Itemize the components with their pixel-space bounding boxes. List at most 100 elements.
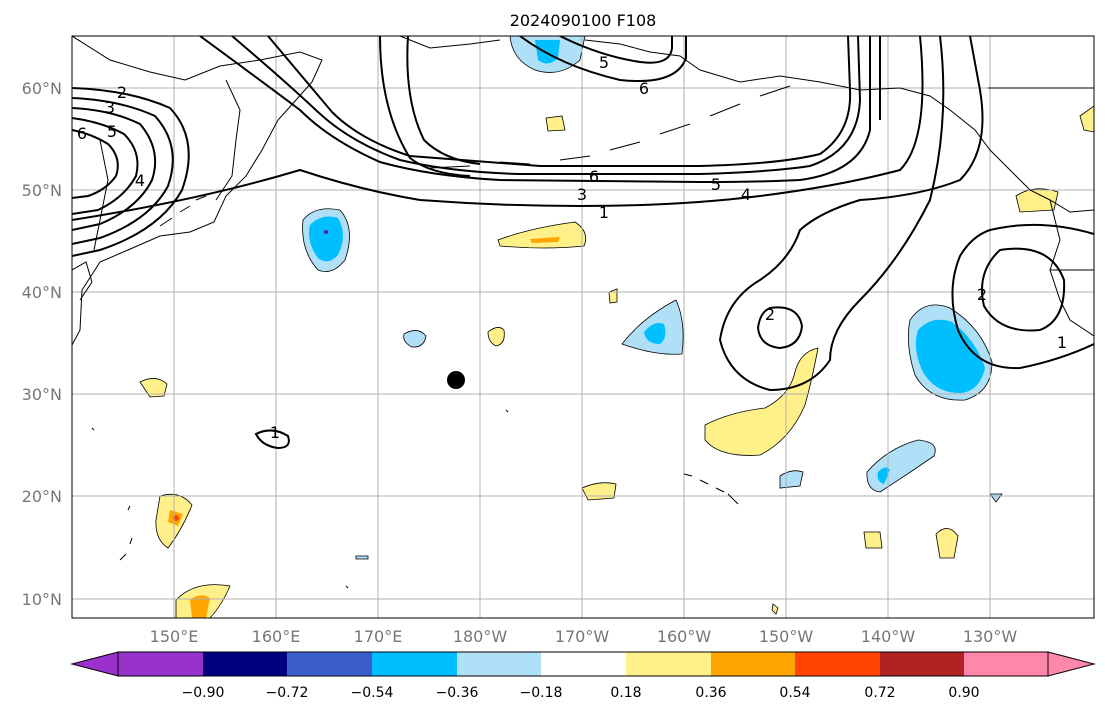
lat-label-50n: 50°N [22,181,62,200]
contour-label: 6 [77,124,87,143]
contour-west-2 [231,36,862,175]
gridlines [72,36,1094,618]
contour-gulf [72,36,924,221]
colorbar-seg-8 [711,652,795,676]
lon-label-170w: 170°W [555,627,610,646]
contour-asia-5 [72,129,119,199]
colorbar-extend-low [70,651,119,677]
contour-asia-4 [72,117,139,215]
colorbar-label: −0.72 [266,685,309,701]
contour-asia-3 [72,107,156,231]
colorbar-seg-3 [287,652,372,676]
contour-small-1 [254,429,290,450]
pos-core-7 [190,595,210,618]
neg-core-162w [644,323,666,344]
pos-area-12 [1079,105,1094,133]
pos-band-150w [704,347,819,456]
contour-label: 1 [1057,333,1067,352]
neg-area-small-4 [355,555,369,560]
colorbar-seg-4 [372,652,457,676]
contour-label: 4 [741,185,751,204]
lat-label-40n: 40°N [22,283,62,302]
contour-west-3 [267,36,852,167]
contour-asia-1 [72,87,190,257]
pos-area-10 [771,603,779,615]
contour-label: 3 [577,185,587,204]
lon-label-130w: 130°W [963,627,1018,646]
colorbar-seg-6 [541,652,626,676]
pos-area-9 [935,528,959,559]
contour-labels: 2 3 5 6 4 5 6 6 5 4 3 1 2 2 1 1 [77,53,1067,442]
colorbar: −0.90 −0.72 −0.54 −0.36 −0.18 0.18 0.36 … [70,651,1096,701]
colorbar-seg-9 [795,652,880,676]
coast-islands [91,409,509,589]
colorbar-seg-1 [118,652,203,676]
coast-sakhalin [93,139,109,251]
lon-labels: 150°E 160°E 170°E 180°W 170°W 160°W 150°… [150,627,1018,646]
coast-na-box [988,87,1094,271]
pos-band-175w [497,221,587,249]
coast-asia [72,36,323,346]
contour-aleutian-low [379,36,481,177]
lat-label-20n: 20°N [22,487,62,506]
coast-kurils [159,195,207,227]
lat-labels: 60°N 50°N 40°N 30°N 20°N 10°N [22,79,62,609]
colorbar-seg-5 [457,652,541,676]
contour-label: 1 [599,203,609,222]
pos-area-3 [487,327,505,347]
figure-title: 2024090100 F108 [510,11,657,30]
pos-area-11 [1015,188,1059,213]
storm-position-marker [447,371,465,389]
coast-alaska-north [399,36,501,49]
contour-aleutian-inner [519,36,687,82]
colorbar-label: 0.72 [864,685,895,701]
coast-kamchatka [215,79,241,201]
neg-core-165e [309,216,343,262]
map-frame [71,35,1095,619]
contour-label: 2 [977,285,987,304]
colorbar-label: −0.54 [351,685,394,701]
colorbar-border [117,651,1049,677]
colorbar-label: 0.90 [948,685,979,701]
neg-core-143w [877,467,890,484]
neg-dot-165e [324,230,328,234]
coast-alaska [584,39,1094,213]
lon-label-150w: 150°W [759,627,814,646]
contour-label: 6 [639,79,649,98]
contour-label: 1 [270,423,280,442]
contour-label: 4 [135,171,145,190]
colorbar-label: 0.36 [695,685,726,701]
coast-hawaii [683,473,739,505]
lon-label-160e: 160°E [252,627,301,646]
coast-aleutians [429,85,791,169]
coast-japan [72,261,93,301]
contour-label: 5 [107,122,117,141]
contours [72,36,1094,450]
lon-label-140w: 140°W [861,627,916,646]
lon-label-150e: 150°E [150,627,199,646]
colorbar-seg-7 [626,652,711,676]
colorbar-label: 0.18 [610,685,641,701]
pos-area-1 [545,115,566,132]
coastlines [72,36,1094,589]
lat-label-10n: 10°N [22,590,62,609]
pos-core-175w [530,237,560,243]
colorbar-label: 0.54 [779,685,810,701]
contour-low-135w-outer [951,223,1094,370]
colorbar-label: −0.36 [436,685,479,701]
colorbar-label: −0.18 [520,685,563,701]
contour-label: 5 [599,53,609,72]
colorbar-seg-10 [880,652,964,676]
contour-gulf-2 [718,36,984,392]
lon-label-180w: 180°W [453,627,508,646]
lat-label-30n: 30°N [22,385,62,404]
contour-label: 2 [765,305,775,324]
lon-label-170e: 170°E [354,627,403,646]
contour-label: 5 [711,175,721,194]
neg-area-small-1 [403,330,427,348]
coast-na-west [1049,199,1094,337]
lat-label-60n: 60°N [22,79,62,98]
contour-label: 6 [589,167,599,186]
neg-core-135w [915,319,985,394]
